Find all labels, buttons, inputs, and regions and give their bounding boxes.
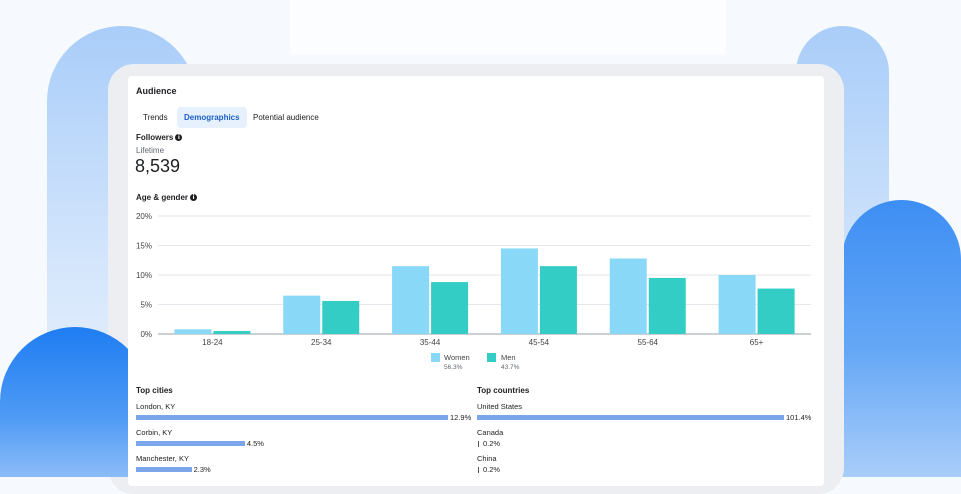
x-tick-label: 35-44 [420,338,441,347]
legend-men-swatch [487,353,496,362]
list-item-bar [478,441,479,447]
age-gender-chart: 0% 5% 10% 15% 20% 18-24 25-34 35-44 45-54 55-64 65… [136,212,811,347]
audience-panel: Audience Trends Demographics Potential a… [128,76,824,486]
followers-heading-label: Followers [136,133,174,142]
list-item-value: 0.2% [483,439,501,448]
list-item-value: 101.4% [786,413,812,422]
list-item-bar [136,441,245,446]
x-tick-label: 65+ [750,338,764,347]
x-tick-label: 25-34 [311,338,332,347]
followers-heading: Followers i [136,133,183,142]
background-glow [290,0,726,54]
bar-women-25-34 [283,295,321,334]
bar-men-35-44 [431,282,469,334]
legend-women-swatch [431,353,440,362]
tab-demographics[interactable]: Demographics [177,107,247,128]
x-tick-label: 18-24 [202,338,223,347]
top-cities-heading: Top cities [136,386,173,395]
list-item-label: Manchester, KY [136,454,189,463]
top-countries-heading: Top countries [477,386,530,395]
list-item-value: 2.3% [193,465,211,474]
bar-women-45-54 [500,248,538,334]
age-gender-heading: Age & gender i [136,193,198,202]
legend-women-share: 56.3% [444,364,463,371]
list-item-label: China [477,454,497,463]
bar-men-45-54 [539,266,577,334]
list-item-value: 4.5% [246,439,264,448]
list-item-label: London, KY [136,402,176,411]
followers-count: 8,539 [135,156,181,176]
list-item-bar [136,415,448,420]
info-icon[interactable]: i [175,134,183,141]
bar-women-35-44 [392,266,430,334]
y-tick-label: 20% [136,212,152,221]
bar-men-18-24 [213,331,251,334]
legend-women-label: Women [444,353,470,362]
list-item-bar [478,467,479,473]
panel-title: Audience [136,86,177,96]
bar-women-55-64 [609,258,647,334]
age-gender-heading-label: Age & gender [136,193,189,202]
y-tick-label: 0% [140,330,152,339]
bar-men-65+ [757,288,795,334]
list-item-value: 0.2% [483,465,501,474]
bar-women-65+ [718,275,756,334]
tab-trends[interactable]: Trends [143,113,168,122]
background-shape-left-low [0,327,150,477]
followers-sublabel: Lifetime [136,146,165,155]
x-tick-label: 55-64 [638,338,659,347]
y-tick-label: 15% [136,242,152,251]
background-shape-right-low [842,200,961,477]
list-item-label: Corbin, KY [136,428,173,437]
list-item-value: 12.9% [450,413,472,422]
bar-men-55-64 [648,277,686,334]
list-item-label: United States [477,402,523,411]
info-icon[interactable]: i [190,194,198,201]
list-item-bar [136,467,192,472]
list-item-bar [477,415,784,420]
list-item-label: Canada [477,428,504,437]
tab-potential-audience[interactable]: Potential audience [253,113,319,122]
bar-women-18-24 [174,329,212,334]
legend-men-share: 43.7% [501,364,520,371]
y-tick-label: 10% [136,271,152,280]
legend-men-label: Men [501,353,516,362]
x-tick-label: 45-54 [529,338,550,347]
y-tick-label: 5% [140,301,152,310]
bar-men-25-34 [322,300,360,334]
